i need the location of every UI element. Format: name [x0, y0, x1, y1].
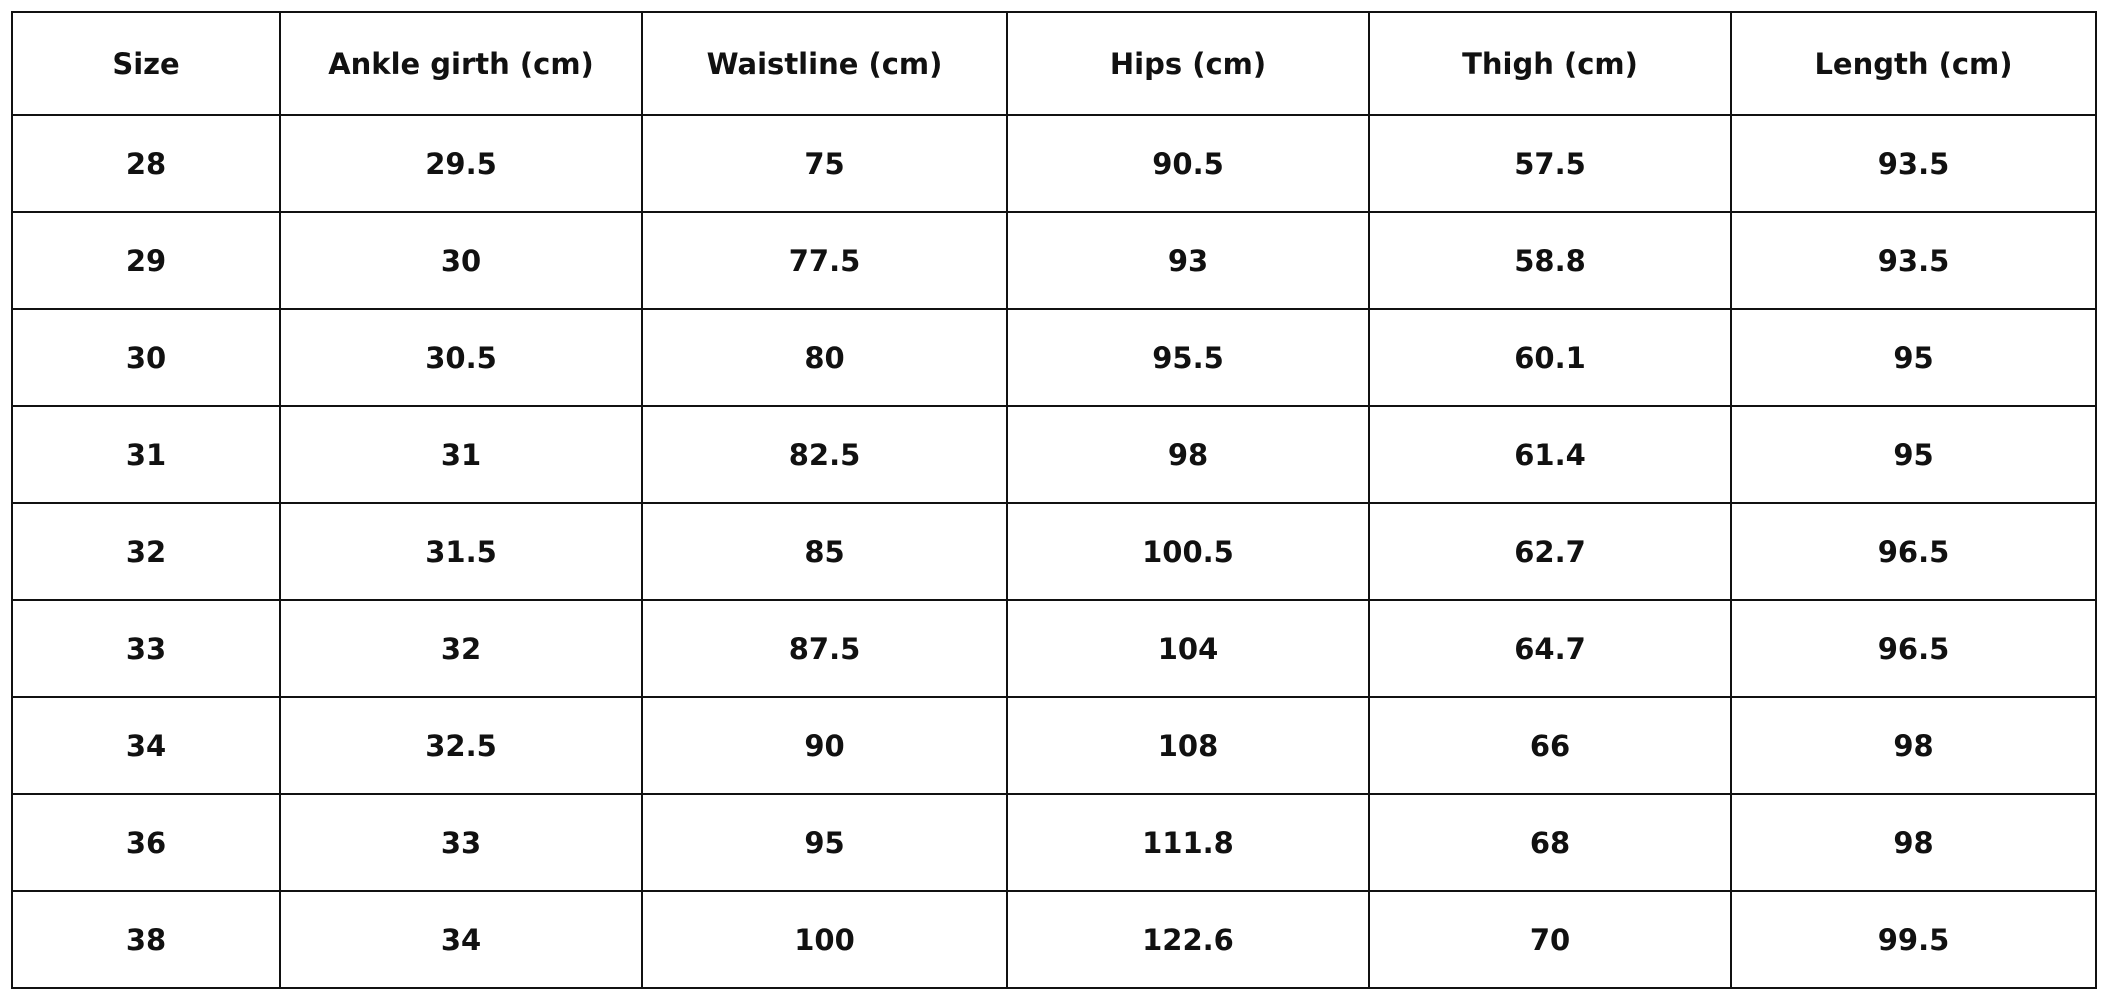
- table-cell: 57.5: [1368, 114, 1732, 213]
- table-cell: 85: [641, 502, 1008, 601]
- table-row: 36 33 95 111.8 68 98: [11, 793, 2097, 892]
- table-cell: 68: [1368, 793, 1732, 892]
- header-cell: Length (cm): [1730, 11, 2097, 116]
- table-cell: 29: [11, 211, 281, 310]
- table-row: 34 32.5 90 108 66 98: [11, 696, 2097, 795]
- table-cell: 70: [1368, 890, 1732, 989]
- table-cell: 58.8: [1368, 211, 1732, 310]
- table-cell: 28: [11, 114, 281, 213]
- table-row: 33 32 87.5 104 64.7 96.5: [11, 599, 2097, 698]
- table-cell: 33: [279, 793, 643, 892]
- table-cell: 93.5: [1730, 114, 2097, 213]
- table-cell: 60.1: [1368, 308, 1732, 407]
- table-row: 31 31 82.5 98 61.4 95: [11, 405, 2097, 504]
- table-cell: 111.8: [1006, 793, 1370, 892]
- table-row: 28 29.5 75 90.5 57.5 93.5: [11, 114, 2097, 213]
- header-cell: Hips (cm): [1006, 11, 1370, 116]
- header-cell: Ankle girth (cm): [279, 11, 643, 116]
- table-cell: 30: [279, 211, 643, 310]
- table-cell: 77.5: [641, 211, 1008, 310]
- table-cell: 36: [11, 793, 281, 892]
- table-cell: 61.4: [1368, 405, 1732, 504]
- header-row: Size Ankle girth (cm) Waistline (cm) Hips (…: [11, 11, 2097, 116]
- table-cell: 93: [1006, 211, 1370, 310]
- header-cell: Size: [11, 11, 281, 116]
- table-cell: 100: [641, 890, 1008, 989]
- table-cell: 98: [1006, 405, 1370, 504]
- table-cell: 99.5: [1730, 890, 2097, 989]
- table-cell: 90.5: [1006, 114, 1370, 213]
- table-cell: 95.5: [1006, 308, 1370, 407]
- table-cell: 96.5: [1730, 502, 2097, 601]
- table-cell: 100.5: [1006, 502, 1370, 601]
- table-cell: 38: [11, 890, 281, 989]
- table-cell: 82.5: [641, 405, 1008, 504]
- table-row: 30 30.5 80 95.5 60.1 95: [11, 308, 2097, 407]
- header-cell: Thigh (cm): [1368, 11, 1732, 116]
- table-cell: 87.5: [641, 599, 1008, 698]
- table-row: 29 30 77.5 93 58.8 93.5: [11, 211, 2097, 310]
- table-cell: 122.6: [1006, 890, 1370, 989]
- table-cell: 64.7: [1368, 599, 1732, 698]
- table-cell: 34: [279, 890, 643, 989]
- table-cell: 66: [1368, 696, 1732, 795]
- table-cell: 104: [1006, 599, 1370, 698]
- table-cell: 95: [1730, 405, 2097, 504]
- table-row: 38 34 100 122.6 70 99.5: [11, 890, 2097, 989]
- table-cell: 62.7: [1368, 502, 1732, 601]
- table-cell: 32: [279, 599, 643, 698]
- table-cell: 32.5: [279, 696, 643, 795]
- table-cell: 95: [641, 793, 1008, 892]
- table-cell: 31: [11, 405, 281, 504]
- table-cell: 32: [11, 502, 281, 601]
- table-cell: 30.5: [279, 308, 643, 407]
- table-cell: 31: [279, 405, 643, 504]
- table-cell: 95: [1730, 308, 2097, 407]
- header-cell: Waistline (cm): [641, 11, 1008, 116]
- table-cell: 34: [11, 696, 281, 795]
- table-cell: 98: [1730, 793, 2097, 892]
- table-body: 28 29.5 75 90.5 57.5 93.5 29 30 77.5 93 58.8 93.5 30…: [11, 114, 2097, 989]
- table-cell: 80: [641, 308, 1008, 407]
- table-cell: 93.5: [1730, 211, 2097, 310]
- table-cell: 30: [11, 308, 281, 407]
- table-cell: 98: [1730, 696, 2097, 795]
- table-cell: 90: [641, 696, 1008, 795]
- table-row: 32 31.5 85 100.5 62.7 96.5: [11, 502, 2097, 601]
- table-cell: 108: [1006, 696, 1370, 795]
- size-table: Size Ankle girth (cm) Waistline (cm) Hips (…: [11, 11, 2097, 989]
- table-cell: 33: [11, 599, 281, 698]
- table-cell: 29.5: [279, 114, 643, 213]
- table-cell: 31.5: [279, 502, 643, 601]
- table-cell: 96.5: [1730, 599, 2097, 698]
- table-cell: 75: [641, 114, 1008, 213]
